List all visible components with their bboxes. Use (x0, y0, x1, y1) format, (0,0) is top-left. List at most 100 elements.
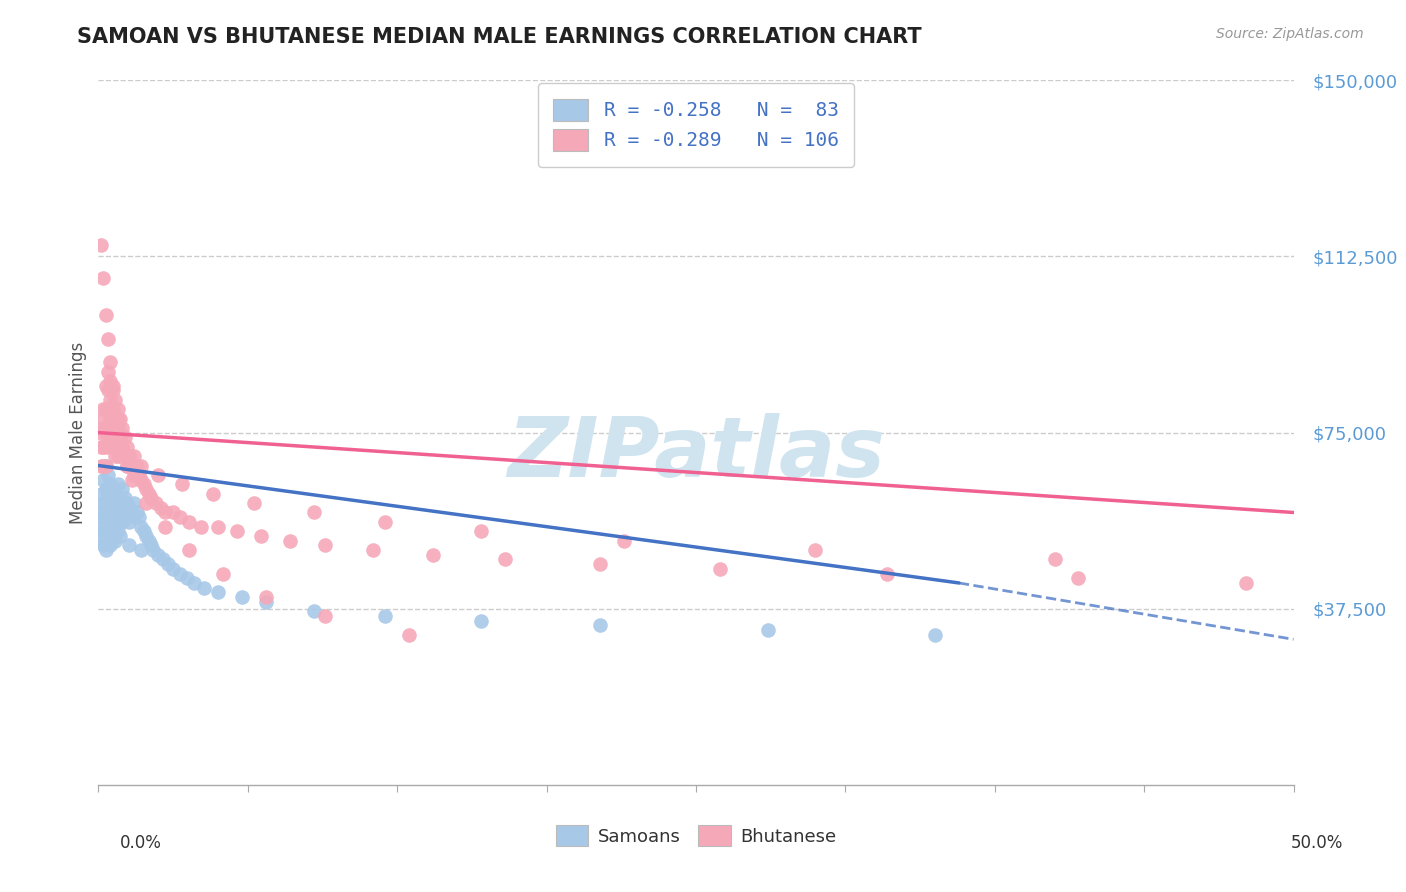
Point (804, 543, 827, 558)
Point (124, 467, 146, 482)
Point (98, 496, 122, 510)
Point (91, 411, 114, 425)
Point (97, 506, 120, 520)
Point (107, 402, 129, 417)
Point (231, 590, 253, 604)
Point (139, 491, 162, 506)
Point (121, 473, 143, 487)
Point (924, 627, 946, 641)
Point (94, 378, 117, 392)
Point (302, 506, 325, 520)
Point (104, 506, 127, 520)
Point (162, 562, 184, 576)
Point (104, 449, 127, 463)
Point (94, 482, 117, 496)
Point (172, 477, 194, 491)
Point (115, 440, 138, 454)
Point (94, 440, 117, 454)
Point (115, 496, 138, 510)
Y-axis label: Median Male Earnings: Median Male Earnings (69, 342, 87, 524)
Point (107, 421, 129, 435)
Point (108, 440, 131, 454)
Point (114, 491, 136, 506)
Point (589, 618, 612, 632)
Point (94, 308, 117, 322)
Point (494, 552, 516, 566)
Point (131, 458, 153, 473)
Point (98, 374, 122, 388)
Point (91, 458, 114, 473)
Point (226, 524, 249, 539)
Point (108, 529, 131, 543)
Text: Source: ZipAtlas.com: Source: ZipAtlas.com (1216, 27, 1364, 41)
Point (115, 510, 138, 524)
Point (138, 533, 160, 548)
Point (98, 538, 122, 552)
Point (104, 411, 127, 425)
Point (374, 515, 396, 529)
Point (111, 421, 134, 435)
Point (135, 482, 157, 496)
Point (118, 515, 141, 529)
Point (101, 482, 124, 496)
Point (876, 566, 898, 581)
Point (422, 548, 444, 562)
Point (101, 402, 124, 417)
Point (91, 440, 114, 454)
Point (107, 449, 129, 463)
Point (101, 430, 124, 444)
Point (101, 384, 124, 398)
Point (111, 440, 134, 454)
Point (139, 538, 162, 552)
Point (125, 467, 148, 482)
Point (108, 430, 131, 444)
Point (183, 576, 205, 591)
Point (104, 392, 127, 407)
Point (97, 421, 120, 435)
Point (132, 524, 155, 539)
Point (169, 510, 191, 524)
Point (613, 533, 636, 548)
Point (1043, 552, 1066, 566)
Point (243, 496, 266, 510)
Text: ZIPatlas: ZIPatlas (508, 413, 884, 494)
Point (111, 440, 134, 454)
Point (254, 595, 277, 609)
Point (90, 458, 112, 473)
Text: SAMOAN VS BHUTANESE MEDIAN MALE EARNINGS CORRELATION CHART: SAMOAN VS BHUTANESE MEDIAN MALE EARNINGS… (77, 27, 922, 46)
Point (155, 519, 177, 533)
Point (118, 500, 141, 515)
Point (374, 608, 396, 623)
Point (250, 529, 273, 543)
Point (138, 486, 160, 500)
Point (98, 510, 122, 524)
Point (98, 510, 122, 524)
Point (149, 500, 172, 515)
Point (152, 552, 174, 566)
Point (176, 571, 198, 585)
Text: 50.0%: 50.0% (1291, 834, 1343, 852)
Point (128, 467, 150, 482)
Point (98, 355, 122, 369)
Point (91, 496, 114, 510)
Point (125, 458, 148, 473)
Point (90, 519, 112, 533)
Point (104, 533, 127, 548)
Point (91, 270, 114, 285)
Point (97, 519, 120, 533)
Point (94, 529, 117, 543)
Point (118, 538, 141, 552)
Point (756, 623, 779, 637)
Point (104, 430, 127, 444)
Point (211, 566, 233, 581)
Point (108, 491, 131, 506)
Point (1234, 576, 1257, 591)
Point (101, 378, 124, 392)
Point (90, 425, 112, 440)
Point (278, 533, 301, 548)
Point (302, 604, 325, 618)
Point (101, 529, 124, 543)
Point (94, 458, 117, 473)
Point (190, 519, 212, 533)
Point (97, 533, 120, 548)
